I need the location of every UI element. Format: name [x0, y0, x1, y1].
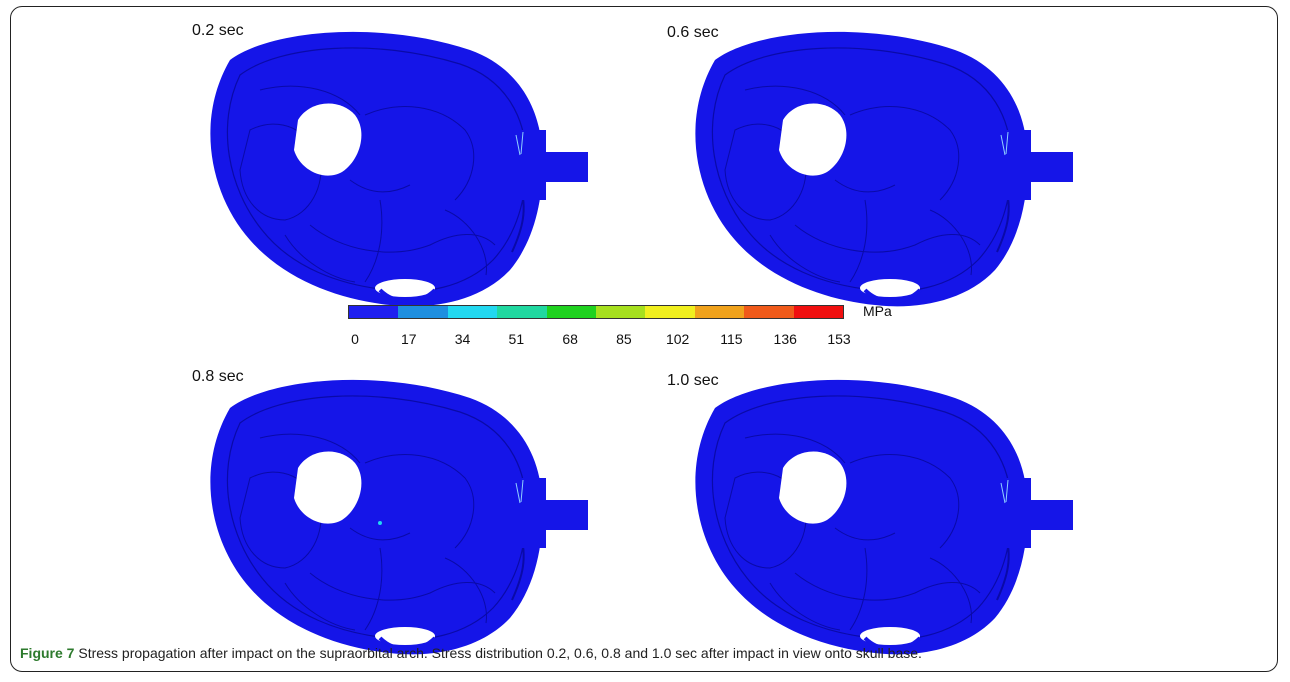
colorbar-segment [694, 306, 745, 318]
panel-0-2-sec: 0.2 sec [190, 20, 610, 310]
panel-time-label: 0.6 sec [667, 24, 719, 41]
skull-base-mesh [695, 379, 1073, 655]
colorbar-segment [349, 306, 399, 318]
colorbar-segment [744, 306, 794, 318]
panel-time-label: 1.0 sec [667, 372, 719, 389]
colorbar-tick-label: 85 [616, 331, 632, 347]
skull-base-mesh [210, 379, 588, 655]
colorbar-tick-label: 115 [720, 331, 743, 347]
panel-time-label: 0.8 sec [192, 368, 244, 385]
panel-1-0-sec: 1.0 sec [667, 368, 1095, 658]
colorbar-segment [447, 306, 498, 318]
colorbar-tick-label: 0 [351, 331, 359, 347]
colorbar-tick-label: 102 [665, 331, 690, 347]
colorbar-unit: MPa [863, 303, 892, 319]
colorbar-segment [645, 306, 695, 318]
panel-0-8-sec: 0.8 sec [190, 368, 610, 658]
colorbar-segment [793, 306, 844, 318]
colorbar-segment [596, 306, 646, 318]
caption-text: Stress propagation after impact on the s… [74, 645, 922, 661]
colorbar-tick-label: 51 [508, 331, 525, 347]
panel-0-6-sec: 0.6 sec [667, 20, 1095, 310]
skull-base-mesh [695, 31, 1073, 307]
colorbar-tick-label: 153 [827, 331, 851, 347]
stress-colorbar [348, 305, 844, 319]
colorbar-tick-label: 17 [400, 331, 417, 347]
colorbar-segment [546, 306, 597, 318]
colorbar-tick-label: 136 [773, 331, 797, 347]
colorbar-segment [398, 306, 448, 318]
colorbar-segment [497, 306, 547, 318]
skull-base-mesh [210, 31, 588, 307]
figure-caption: Figure 7 Stress propagation after impact… [20, 645, 1270, 661]
figure-number: Figure 7 [20, 645, 75, 661]
panel-time-label: 0.2 sec [192, 22, 244, 39]
colorbar-tick-label: 68 [562, 331, 578, 347]
colorbar-tick-label: 34 [454, 331, 471, 347]
